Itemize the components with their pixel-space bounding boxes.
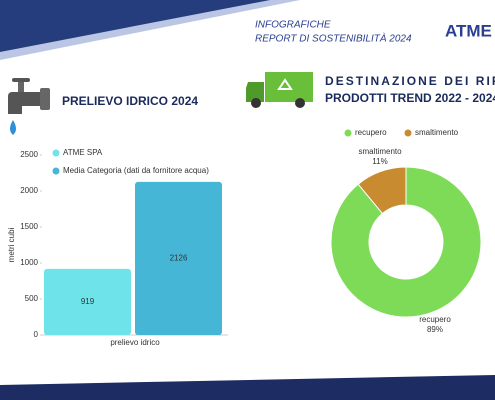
slice-label: smaltimento bbox=[358, 147, 402, 156]
section-title: PRODOTTI TREND 2022 - 2024 bbox=[325, 91, 495, 105]
faucet-icon bbox=[8, 78, 50, 135]
header-band bbox=[0, 0, 270, 52]
section-title: PRELIEVO IDRICO 2024 bbox=[62, 94, 198, 108]
legend-marker bbox=[344, 129, 352, 137]
header-line: INFOGRAFICHE bbox=[255, 20, 331, 31]
pie-slice bbox=[330, 166, 482, 318]
y-tick-label: 2500 bbox=[20, 150, 38, 159]
y-tick-label: 1500 bbox=[20, 222, 38, 231]
legend-label: ATME SPA bbox=[63, 148, 103, 157]
slice-value-label: 89% bbox=[427, 325, 443, 334]
legend-label: recupero bbox=[355, 128, 387, 137]
footer-band bbox=[0, 375, 495, 400]
y-tick-label: 2000 bbox=[20, 186, 38, 195]
y-tick-label: 0 bbox=[34, 330, 39, 339]
legend-label: Media Categoria (dati da fornitore acqua… bbox=[63, 166, 209, 175]
data-label: 919 bbox=[81, 297, 95, 306]
legend-marker bbox=[52, 167, 60, 175]
data-label: 2126 bbox=[170, 254, 188, 263]
legend-marker bbox=[404, 129, 412, 137]
section-title: DESTINAZIONE DEI RIFIUTI bbox=[325, 74, 495, 88]
header-line: REPORT DI SOSTENIBILITÀ 2024 bbox=[255, 32, 412, 45]
x-tick-label: prelievo idrico bbox=[110, 338, 160, 347]
pie-slice bbox=[357, 166, 407, 215]
logo: ATME bbox=[445, 21, 492, 40]
y-tick-label: 1000 bbox=[20, 258, 38, 267]
slice-value-label: 11% bbox=[372, 157, 387, 166]
header-band-light bbox=[0, 0, 300, 60]
truck-icon bbox=[246, 72, 313, 108]
bar bbox=[135, 181, 222, 335]
legend-label: smaltimento bbox=[415, 128, 459, 137]
slice-label: recupero bbox=[419, 315, 451, 324]
y-axis-label: metri cubi bbox=[7, 227, 16, 262]
legend-marker bbox=[52, 149, 60, 157]
bar bbox=[44, 268, 131, 335]
y-tick-label: 500 bbox=[25, 294, 39, 303]
